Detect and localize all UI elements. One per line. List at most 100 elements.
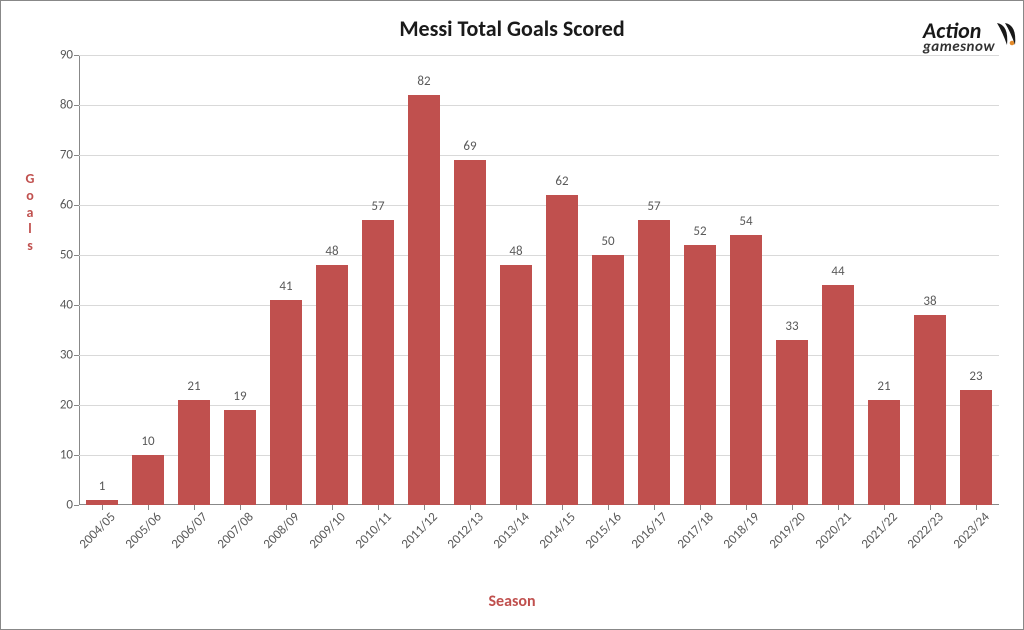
bar-value-label: 48 bbox=[325, 244, 338, 259]
bar-value-label: 33 bbox=[785, 319, 798, 334]
bar: 62 bbox=[546, 195, 578, 505]
chart-title: Messi Total Goals Scored bbox=[1, 15, 1023, 42]
y-tick-label: 0 bbox=[66, 498, 73, 513]
x-tick-label: 2022/23 bbox=[905, 510, 947, 552]
x-tick-label: 2010/11 bbox=[353, 510, 395, 552]
x-tick-mark bbox=[240, 505, 241, 510]
bar-value-label: 82 bbox=[417, 74, 430, 89]
brand-logo: Action gamesnow bbox=[923, 21, 995, 54]
logo-line2: gamesnow bbox=[923, 41, 995, 55]
x-tick-mark bbox=[194, 505, 195, 510]
swoosh-icon bbox=[993, 19, 1023, 49]
x-tick-label: 2019/20 bbox=[767, 510, 809, 552]
bar-slot: 382022/23 bbox=[907, 55, 953, 505]
bar: 33 bbox=[776, 340, 808, 505]
bar-value-label: 19 bbox=[233, 389, 246, 404]
x-tick-mark bbox=[976, 505, 977, 510]
bar-slot: 572010/11 bbox=[355, 55, 401, 505]
y-tick-mark bbox=[74, 205, 79, 206]
bar-value-label: 69 bbox=[463, 139, 476, 154]
x-tick-mark bbox=[378, 505, 379, 510]
bar-slot: 692012/13 bbox=[447, 55, 493, 505]
bar: 44 bbox=[822, 285, 854, 505]
x-tick-mark bbox=[516, 505, 517, 510]
bar-value-label: 10 bbox=[141, 434, 154, 449]
y-tick-label: 50 bbox=[60, 248, 73, 263]
bar-slot: 412008/09 bbox=[263, 55, 309, 505]
x-tick-mark bbox=[332, 505, 333, 510]
x-tick-mark bbox=[286, 505, 287, 510]
bar-slot: 542018/19 bbox=[723, 55, 769, 505]
bar-value-label: 52 bbox=[693, 224, 706, 239]
x-tick-label: 2016/17 bbox=[629, 510, 671, 552]
y-tick-label: 90 bbox=[60, 48, 73, 63]
bar: 38 bbox=[914, 315, 946, 505]
bar-value-label: 1 bbox=[99, 479, 106, 494]
x-tick-label: 2023/24 bbox=[951, 510, 993, 552]
bar-slot: 12004/05 bbox=[79, 55, 125, 505]
bar-value-label: 50 bbox=[601, 234, 614, 249]
bar-slot: 622014/15 bbox=[539, 55, 585, 505]
y-tick-label: 40 bbox=[60, 298, 73, 313]
x-tick-mark bbox=[884, 505, 885, 510]
bar: 10 bbox=[132, 455, 164, 505]
bar: 50 bbox=[592, 255, 624, 505]
y-tick-mark bbox=[74, 455, 79, 456]
y-axis-label: Goals bbox=[23, 171, 37, 255]
bar-slot: 482009/10 bbox=[309, 55, 355, 505]
bar-slot: 822011/12 bbox=[401, 55, 447, 505]
y-tick-label: 60 bbox=[60, 197, 73, 212]
bar: 57 bbox=[638, 220, 670, 505]
x-tick-mark bbox=[930, 505, 931, 510]
y-tick-mark bbox=[74, 155, 79, 156]
y-tick-label: 70 bbox=[60, 148, 73, 163]
x-tick-mark bbox=[470, 505, 471, 510]
bar-slot: 212006/07 bbox=[171, 55, 217, 505]
x-tick-label: 2004/05 bbox=[77, 510, 119, 552]
bar: 48 bbox=[316, 265, 348, 505]
y-tick-mark bbox=[74, 305, 79, 306]
x-tick-label: 2015/16 bbox=[583, 510, 625, 552]
x-tick-mark bbox=[746, 505, 747, 510]
bar: 82 bbox=[408, 95, 440, 505]
bar-slot: 522017/18 bbox=[677, 55, 723, 505]
x-tick-mark bbox=[608, 505, 609, 510]
bar: 52 bbox=[684, 245, 716, 505]
bar-value-label: 21 bbox=[187, 379, 200, 394]
bar: 57 bbox=[362, 220, 394, 505]
x-tick-label: 2005/06 bbox=[123, 510, 165, 552]
bar-value-label: 62 bbox=[555, 174, 568, 189]
bar-value-label: 57 bbox=[647, 199, 660, 214]
y-tick-mark bbox=[74, 405, 79, 406]
y-tick-mark bbox=[74, 255, 79, 256]
y-tick-label: 10 bbox=[60, 448, 73, 463]
x-tick-mark bbox=[102, 505, 103, 510]
y-tick-label: 20 bbox=[60, 398, 73, 413]
x-tick-label: 2017/18 bbox=[675, 510, 717, 552]
bar-value-label: 54 bbox=[739, 214, 752, 229]
y-tick-mark bbox=[74, 505, 79, 506]
x-tick-label: 2014/15 bbox=[537, 510, 579, 552]
bar-slot: 332019/20 bbox=[769, 55, 815, 505]
x-tick-label: 2011/12 bbox=[399, 510, 441, 552]
x-tick-mark bbox=[792, 505, 793, 510]
x-tick-mark bbox=[562, 505, 563, 510]
x-tick-label: 2020/21 bbox=[813, 510, 855, 552]
x-tick-label: 2021/22 bbox=[859, 510, 901, 552]
x-tick-mark bbox=[700, 505, 701, 510]
y-tick-mark bbox=[74, 105, 79, 106]
chart-container: Messi Total Goals Scored Action gamesnow… bbox=[0, 0, 1024, 630]
y-tick-mark bbox=[74, 355, 79, 356]
bar: 48 bbox=[500, 265, 532, 505]
plot-area: 12004/05102005/06212006/07192007/0841200… bbox=[79, 55, 999, 505]
bar: 54 bbox=[730, 235, 762, 505]
y-tick-label: 30 bbox=[60, 347, 73, 362]
bar-value-label: 41 bbox=[279, 279, 292, 294]
y-tick-mark bbox=[74, 55, 79, 56]
x-axis-label: Season bbox=[1, 592, 1023, 611]
bar-value-label: 57 bbox=[371, 199, 384, 214]
bar: 23 bbox=[960, 390, 992, 505]
bar: 69 bbox=[454, 160, 486, 505]
bar: 41 bbox=[270, 300, 302, 505]
bar-slot: 212021/22 bbox=[861, 55, 907, 505]
